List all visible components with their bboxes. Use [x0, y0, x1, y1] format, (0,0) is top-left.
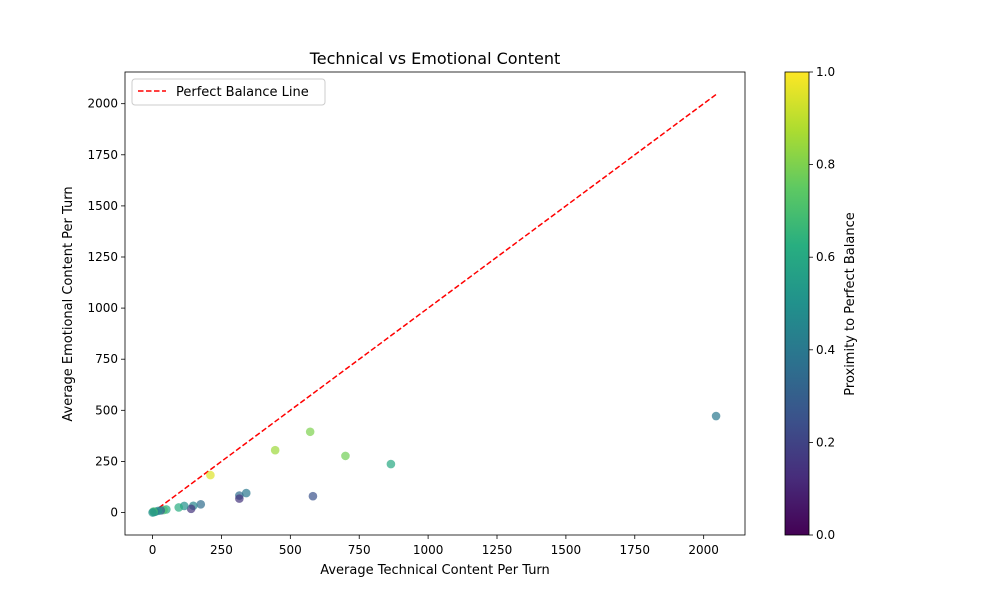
colorbar-gradient [784, 71, 810, 536]
legend: Perfect Balance Line [131, 78, 326, 106]
scatter-point-12 [186, 504, 196, 514]
x-tick-label-250: 250 [210, 543, 233, 557]
scatter-point-2 [341, 451, 350, 461]
plot-area: 0 250 500 750 1000 1250 1500 1750 2000 0 250 500 750… [87, 71, 746, 557]
y-tick-label-750: 750 [95, 352, 118, 366]
colorbar-tick-label-0.6: 0.6 [816, 250, 835, 264]
colorbar-tick-label-1: 1.0 [816, 65, 835, 79]
axes-frame [124, 71, 746, 536]
x-tick-label-1500: 1500 [551, 543, 582, 557]
colorbar-tick-label-0.8: 0.8 [816, 158, 835, 172]
colorbar: Proximity to Perfect Balance 0.0 0.2 0.4 0.… [784, 65, 858, 542]
scatter-point-0 [711, 411, 721, 421]
y-tick-label-0: 0 [110, 506, 118, 520]
y-tick-label-1000: 1000 [87, 301, 118, 315]
x-tick-label-2000: 2000 [688, 543, 719, 557]
scatter-point-1 [386, 459, 396, 469]
y-axis-label: Average Emotional Content Per Turn [61, 186, 76, 421]
scatter-point-4 [270, 445, 280, 455]
y-tick-label-1500: 1500 [87, 199, 118, 213]
colorbar-tick-label-0: 0.0 [816, 528, 835, 542]
scatter-point-6 [241, 488, 251, 498]
x-tick-label-750: 750 [348, 543, 371, 557]
x-tick-label-0: 0 [149, 543, 157, 557]
y-tick-label-1750: 1750 [87, 148, 118, 162]
scatter-point-3 [305, 427, 315, 437]
scatter-point-8 [235, 494, 244, 503]
legend-entry-perfect-balance: Perfect Balance Line [176, 85, 309, 100]
x-tick-label-1750: 1750 [620, 543, 651, 557]
x-tick-label-500: 500 [279, 543, 302, 557]
y-tick-label-1250: 1250 [87, 250, 118, 264]
chart-title: Technical vs Emotional Content [309, 49, 561, 68]
colorbar-tick-label-0.2: 0.2 [816, 435, 835, 449]
y-tick-label-500: 500 [95, 403, 118, 417]
scatter-point-10 [196, 500, 206, 509]
scatter-point-9 [206, 470, 215, 480]
legend-box [131, 78, 326, 106]
y-tick-label-2000: 2000 [87, 97, 118, 111]
colorbar-tick-label-0.4: 0.4 [816, 343, 835, 357]
perfect-balance-line [152, 93, 717, 514]
scatter-point-5 [308, 491, 318, 501]
colorbar-label: Proximity to Perfect Balance [843, 212, 858, 395]
x-tick-label-1000: 1000 [413, 543, 444, 557]
scatter-point-22 [148, 508, 157, 517]
scatter-point-14 [174, 503, 184, 512]
x-tick-label-1250: 1250 [482, 543, 513, 557]
y-tick-label-250: 250 [95, 454, 118, 468]
x-axis-label: Average Technical Content Per Turn [320, 563, 550, 578]
